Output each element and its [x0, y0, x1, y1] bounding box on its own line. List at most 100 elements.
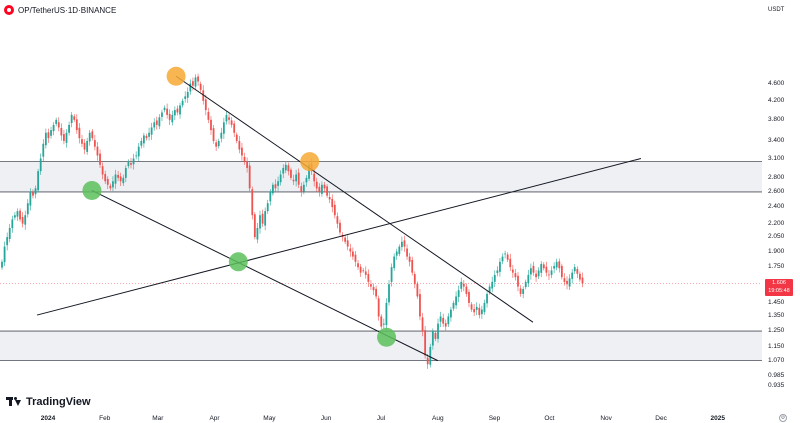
- candle-body: [122, 177, 125, 184]
- price-tick-label: 1.750: [768, 263, 785, 271]
- candle: [32, 189, 34, 199]
- candle: [277, 176, 279, 192]
- candle-body: [93, 140, 96, 147]
- candle: [566, 276, 568, 290]
- candle: [52, 122, 55, 136]
- candle-body: [581, 277, 584, 284]
- price-tick-label: 2.800: [768, 173, 785, 181]
- candle-body: [19, 210, 21, 220]
- chart-header[interactable]: OP / TetherUS · 1D · BINANCE: [4, 3, 116, 17]
- candle: [568, 274, 571, 290]
- candle: [217, 138, 220, 149]
- candle-body: [50, 130, 52, 136]
- candle: [6, 232, 9, 251]
- candle-body: [21, 217, 24, 224]
- candle: [413, 271, 416, 289]
- candle-body: [375, 288, 377, 297]
- time-tick-label: 2024: [40, 415, 56, 422]
- candle-body: [1, 261, 3, 268]
- candle: [266, 200, 269, 214]
- settings-icon[interactable]: ⚙: [779, 414, 787, 422]
- candle: [148, 127, 150, 141]
- candle: [57, 117, 60, 132]
- candle-body: [532, 265, 535, 273]
- candle-body: [321, 184, 323, 194]
- candle-body: [248, 165, 251, 189]
- candle: [478, 303, 481, 319]
- candle: [336, 212, 339, 229]
- price-tick-label: 1.150: [768, 342, 785, 350]
- candle-body: [181, 100, 184, 106]
- candle: [480, 305, 483, 319]
- candle: [321, 181, 323, 197]
- candle-body: [377, 298, 380, 317]
- candle-body: [272, 184, 274, 194]
- candle: [470, 302, 473, 312]
- candle-body: [486, 293, 488, 304]
- candle-body: [235, 134, 238, 141]
- candle-body: [99, 153, 101, 165]
- candle-body: [339, 222, 341, 233]
- candle: [419, 289, 421, 321]
- candle: [189, 79, 192, 95]
- current-price: 1.606: [772, 280, 786, 286]
- candle: [243, 152, 246, 165]
- candle-body: [197, 76, 199, 82]
- candle: [429, 343, 432, 368]
- price-tick-label: 2.050: [768, 233, 785, 241]
- candle-body: [47, 132, 50, 139]
- candle-body: [390, 267, 393, 282]
- candle: [235, 132, 238, 144]
- candle-body: [184, 96, 187, 99]
- candle: [42, 139, 45, 162]
- candle: [452, 300, 455, 311]
- candle-body: [215, 142, 218, 147]
- candle: [488, 284, 491, 295]
- candle-body: [354, 254, 357, 262]
- candle-body: [91, 131, 94, 139]
- trendline: [36, 158, 642, 316]
- candle: [370, 280, 372, 290]
- candle: [328, 191, 331, 204]
- candle-body: [6, 237, 9, 246]
- price-tick-label: 4.600: [768, 79, 785, 87]
- candle-body: [8, 228, 11, 239]
- candle-body: [228, 117, 230, 120]
- candle-body: [370, 284, 372, 287]
- candle: [282, 164, 285, 179]
- candle-body: [212, 128, 215, 141]
- candle-body: [349, 248, 352, 252]
- candle: [26, 199, 29, 218]
- candle-body: [468, 292, 470, 303]
- time-tick-label: May: [263, 415, 276, 422]
- candle: [401, 236, 403, 251]
- candle-body: [480, 309, 483, 315]
- candle-body: [96, 146, 99, 156]
- candle-body: [388, 284, 390, 303]
- candle-body: [542, 264, 545, 269]
- candle: [460, 277, 463, 293]
- price-tick-label: 2.600: [768, 187, 785, 195]
- candle-body: [39, 158, 42, 172]
- candle: [186, 87, 189, 103]
- candle: [341, 232, 344, 242]
- tradingview-branding[interactable]: TradingView: [6, 396, 91, 408]
- candle: [388, 280, 390, 306]
- candle: [406, 244, 408, 260]
- candle: [251, 186, 254, 220]
- candle: [272, 182, 274, 196]
- price-unit[interactable]: USDT: [768, 7, 785, 13]
- candle-body: [34, 188, 37, 195]
- candle-body: [522, 288, 525, 294]
- candle-body: [78, 127, 81, 139]
- pivot-markers: [82, 66, 397, 347]
- candle-body: [106, 178, 109, 185]
- separator: ·: [78, 5, 81, 15]
- candle: [75, 114, 78, 134]
- candle: [104, 170, 107, 185]
- brand-name: TradingView: [26, 396, 91, 408]
- candle: [238, 135, 241, 154]
- candle: [421, 312, 424, 337]
- candle: [215, 139, 218, 151]
